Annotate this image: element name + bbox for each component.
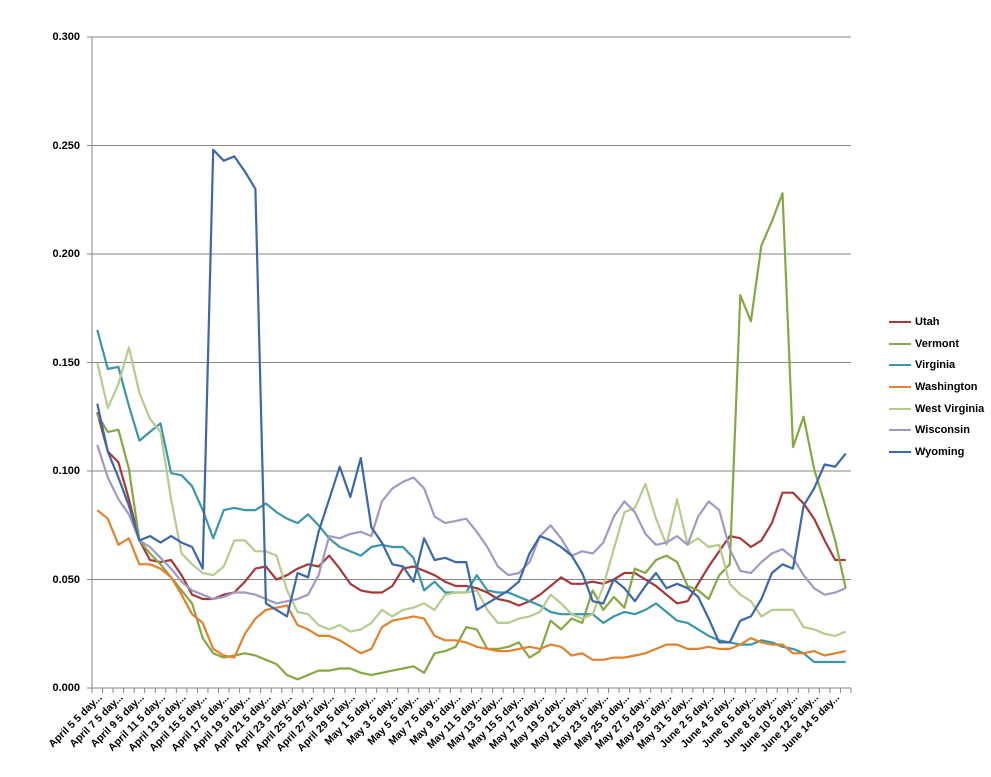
y-tick-label: 0.100 <box>52 465 80 477</box>
legend-swatch <box>889 385 911 388</box>
series-line-wyoming <box>96 148 847 644</box>
series-line-wisconsin <box>96 444 847 605</box>
legend-item-utah: Utah <box>889 311 984 333</box>
series-line-utah <box>96 412 846 607</box>
legend-swatch <box>889 429 911 432</box>
series-line-vermont <box>96 192 847 681</box>
legend-item-wisconsin: Wisconsin <box>889 419 984 441</box>
legend-item-virginia: Virginia <box>889 354 984 376</box>
legend-item-washington: Washington <box>889 376 984 398</box>
y-tick-label: 0.200 <box>52 248 80 260</box>
legend-label: Wisconsin <box>915 424 970 437</box>
legend-item-vermont: Vermont <box>889 333 984 355</box>
y-tick-label: 0.050 <box>52 574 80 586</box>
legend-swatch <box>889 320 911 323</box>
series-line-west-virginia <box>96 346 847 638</box>
legend-label: Virginia <box>915 359 956 372</box>
legend-label: Wyoming <box>915 445 965 458</box>
legend-swatch <box>889 407 911 410</box>
y-tick-label: 0.000 <box>52 682 80 694</box>
legend-label: Washington <box>915 380 978 393</box>
legend-label: Utah <box>915 315 940 328</box>
legend-swatch <box>889 342 911 345</box>
legend-item-west-virginia: West Virginia <box>889 398 984 420</box>
y-tick-label: 0.150 <box>52 357 80 369</box>
legend-label: Vermont <box>915 337 960 350</box>
legend-swatch <box>889 450 911 453</box>
legend-item-wyoming: Wyoming <box>889 441 984 463</box>
legend-label: West Virginia <box>915 402 985 415</box>
series-line-washington <box>96 509 846 661</box>
legend-swatch <box>889 364 911 367</box>
y-tick-label: 0.300 <box>52 31 80 43</box>
y-tick-label: 0.250 <box>52 140 80 152</box>
legend: Utah Vermont Virginia Washington West Vi… <box>889 311 984 463</box>
